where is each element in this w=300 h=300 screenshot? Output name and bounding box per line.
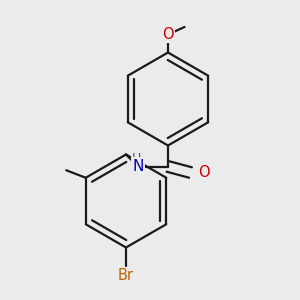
Text: O: O bbox=[162, 27, 174, 42]
Text: Br: Br bbox=[118, 268, 134, 284]
Text: N: N bbox=[132, 159, 144, 174]
Text: O: O bbox=[198, 165, 210, 180]
Text: H: H bbox=[132, 152, 141, 166]
